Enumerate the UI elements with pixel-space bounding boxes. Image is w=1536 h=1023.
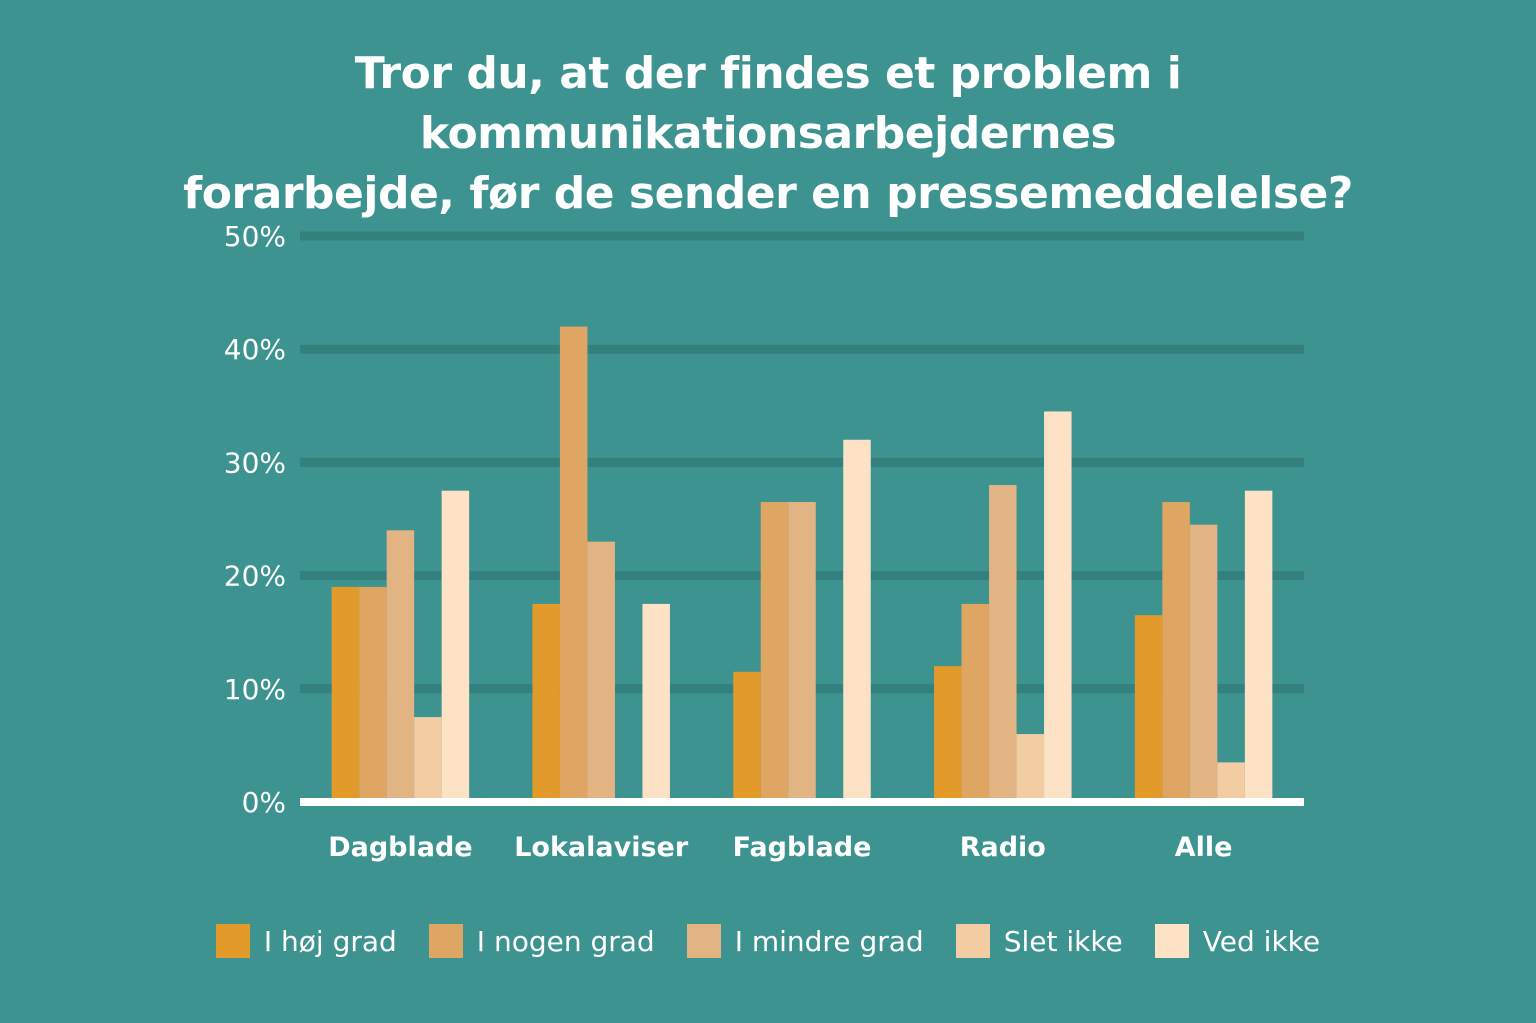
bar (989, 485, 1017, 802)
chart-title-line-2: forarbejde, før de sender en pressemedde… (183, 168, 1353, 219)
legend-item: Slet ikke (955, 924, 1123, 958)
bar (359, 586, 387, 802)
bar (760, 502, 789, 802)
y-axis-ticks: 0% 10% 20% 30% 40% 50% (224, 220, 286, 819)
bar (441, 490, 470, 802)
chart-title-line-1: Tror du, at der findes et problem i komm… (354, 48, 1182, 159)
y-tick-label: 40% (224, 333, 286, 366)
legend: I høj grad I nogen grad I mindre grad Slet … (0, 918, 1536, 964)
y-tick-label: 0% (242, 786, 286, 819)
x-category-label: Lokalaviser (514, 832, 689, 863)
legend-swatch (1154, 924, 1189, 958)
bars (331, 326, 1273, 802)
chart-title: Tror du, at der findes et problem i komm… (0, 44, 1536, 224)
legend-item: Ved ikke (1154, 924, 1321, 958)
bar (1016, 734, 1045, 802)
legend-swatch (686, 924, 721, 958)
legend-item: I høj grad (215, 924, 397, 958)
bar (386, 530, 415, 802)
x-category-label: Dagblade (328, 832, 472, 863)
legend-item: I mindre grad (686, 924, 924, 958)
bar (961, 603, 990, 802)
legend-swatch (955, 924, 990, 958)
bar (1162, 502, 1190, 802)
bar (331, 586, 360, 802)
legend-label: I nogen grad (476, 924, 655, 958)
bar (1244, 490, 1273, 802)
y-tick-label: 50% (224, 220, 286, 253)
bar (1189, 524, 1218, 802)
y-tick-label: 30% (224, 446, 286, 479)
bar (642, 603, 670, 802)
bar (1044, 411, 1072, 802)
x-category-label: Alle (1175, 832, 1233, 863)
bar (414, 717, 442, 802)
legend-swatch (215, 924, 250, 958)
legend-label: Slet ikke (1003, 924, 1123, 958)
bar (788, 502, 816, 802)
bar (532, 603, 560, 802)
legend-label: I høj grad (263, 924, 397, 958)
bar (1217, 762, 1245, 802)
bar (733, 671, 761, 802)
x-category-label: Fagblade (733, 832, 872, 863)
y-tick-label: 20% (224, 560, 286, 593)
bar (1134, 615, 1163, 802)
y-tick-label: 10% (224, 673, 286, 706)
x-axis-labels: Dagblade Lokalaviser Fagblade Radio Alle (300, 798, 1304, 863)
legend-label: I mindre grad (734, 924, 924, 958)
legend-item: I nogen grad (428, 924, 655, 958)
bar (934, 666, 962, 802)
legend-swatch (428, 924, 463, 958)
bar (843, 439, 871, 802)
x-category-label: Radio (960, 832, 1046, 863)
legend-label: Ved ikke (1202, 924, 1321, 958)
bar (559, 326, 588, 802)
bar (587, 541, 615, 802)
